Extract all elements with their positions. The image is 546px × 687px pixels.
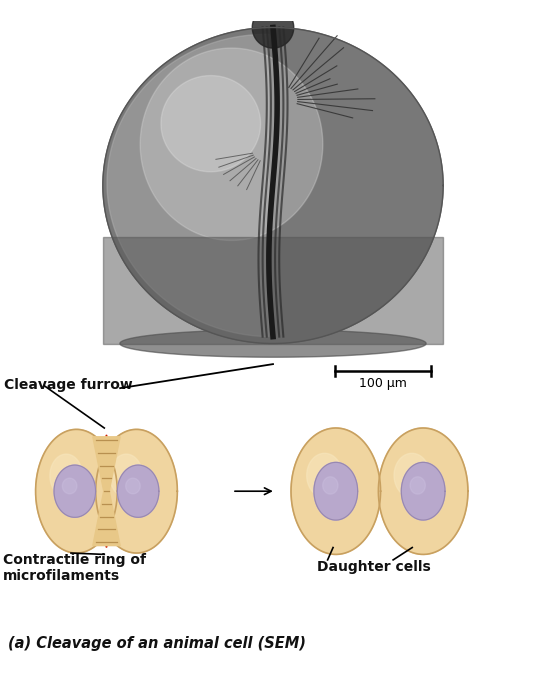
Text: Cleavage furrow: Cleavage furrow [4, 378, 133, 392]
Polygon shape [140, 48, 323, 240]
Text: Daughter cells: Daughter cells [317, 560, 430, 574]
Polygon shape [62, 478, 77, 494]
Polygon shape [252, 7, 294, 48]
Polygon shape [126, 478, 140, 494]
Polygon shape [50, 454, 82, 497]
Text: (a) Cleavage of an animal cell (SEM): (a) Cleavage of an animal cell (SEM) [8, 636, 306, 651]
Polygon shape [54, 465, 96, 517]
Polygon shape [323, 477, 338, 494]
Polygon shape [96, 429, 177, 553]
Polygon shape [117, 465, 159, 517]
Polygon shape [120, 330, 426, 357]
Polygon shape [93, 437, 120, 545]
Text: 100 μm: 100 μm [359, 377, 407, 390]
Polygon shape [103, 237, 443, 344]
Polygon shape [110, 454, 143, 497]
Polygon shape [35, 429, 117, 553]
Polygon shape [307, 453, 342, 497]
Polygon shape [378, 428, 468, 554]
Polygon shape [107, 34, 269, 337]
Polygon shape [291, 428, 381, 554]
Polygon shape [161, 76, 260, 172]
Polygon shape [401, 462, 445, 520]
Polygon shape [103, 27, 443, 344]
Text: Contractile ring of
microfilaments: Contractile ring of microfilaments [3, 553, 146, 583]
Polygon shape [394, 453, 430, 497]
Polygon shape [314, 462, 358, 520]
Polygon shape [410, 477, 425, 494]
